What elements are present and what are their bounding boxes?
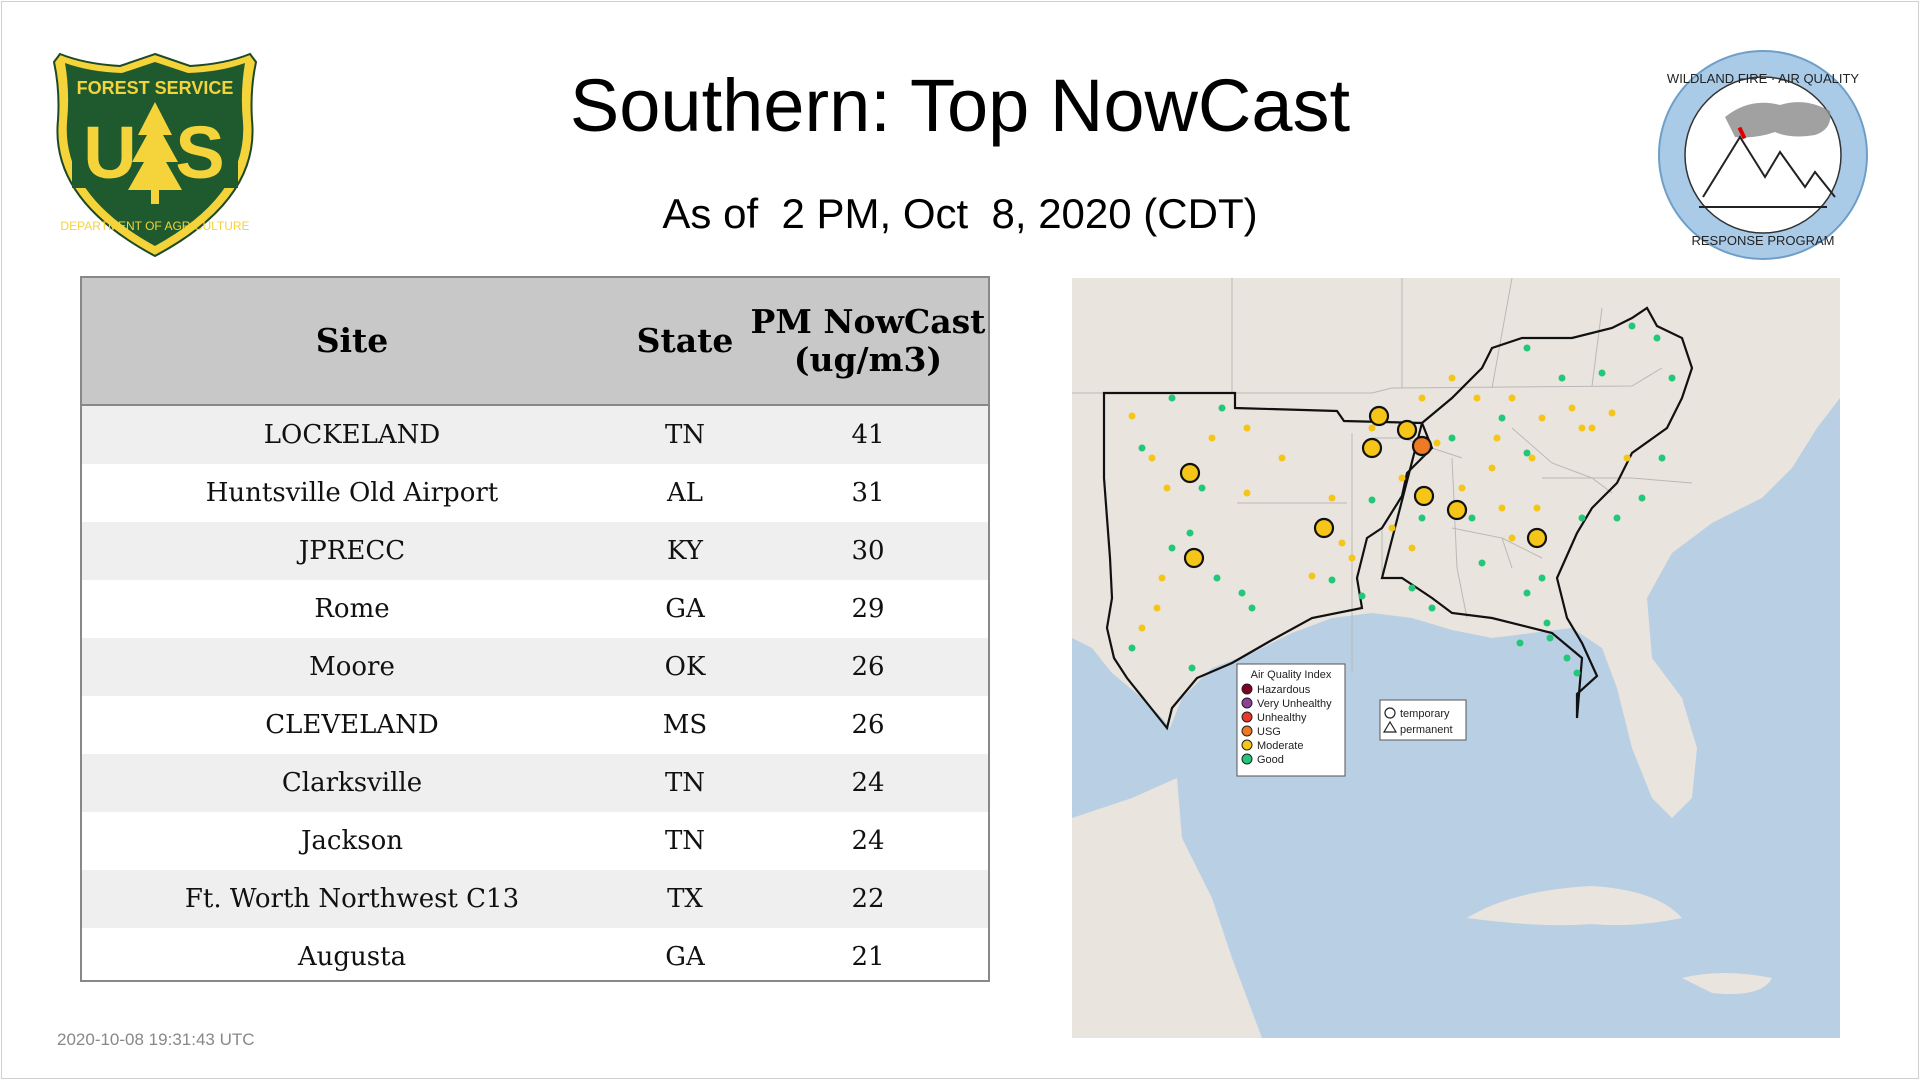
state-borders [1072, 278, 1693, 673]
cell-state: TN [622, 405, 748, 464]
shape-legend: temporary permanent [1379, 699, 1467, 741]
column-header-state: State [622, 278, 748, 406]
legend-label: USG [1257, 726, 1281, 738]
cell-site: Huntsville Old Airport [82, 464, 622, 522]
forest-service-logo: FOREST SERVICE U S DEPARTMENT OF AGRICUL… [52, 52, 258, 258]
cell-value: 21 [748, 928, 988, 980]
wildland-fire-logo: WILDLAND FIRE · AIR QUALITY RESPONSE PRO… [1658, 50, 1868, 260]
table-row: Augusta GA 21 [82, 928, 988, 980]
svg-text:S: S [175, 111, 224, 194]
moderate-sites [1128, 374, 1631, 632]
good-sites [1128, 322, 1676, 677]
wildland-fire-bottom-text: RESPONSE PROGRAM [1691, 233, 1834, 248]
cell-site: Rome [82, 580, 622, 638]
temporary-label: temporary [1400, 708, 1450, 720]
table-row: Jackson TN 24 [82, 812, 988, 870]
svg-text:U: U [83, 111, 136, 194]
cell-value: 26 [748, 638, 988, 696]
legend-label: Good [1257, 754, 1284, 766]
table-row: Huntsville Old Airport AL 31 [82, 464, 988, 522]
legend-swatch [1241, 683, 1253, 695]
cell-state: KY [622, 522, 748, 580]
region-outline-west [1102, 391, 1434, 731]
legend-label: Moderate [1257, 740, 1303, 752]
cell-site: LOCKELAND [82, 405, 622, 464]
table-header-row: Site State PM NowCast (ug/m3) [82, 278, 988, 406]
legend-swatch [1241, 753, 1253, 765]
cell-site: CLEVELAND [82, 696, 622, 754]
page-subtitle: As of 2 PM, Oct 8, 2020 (CDT) [662, 190, 1258, 237]
air-quality-map: Air Quality Index Hazardous Very Unhealth… [1072, 278, 1840, 1038]
cell-value: 29 [748, 580, 988, 638]
column-header-site: Site [82, 278, 622, 406]
cell-state: TX [622, 870, 748, 928]
region-outline-east [1380, 306, 1694, 719]
timestamp: 2020-10-08 19:31:43 UTC [57, 1030, 255, 1049]
forest-service-bottom-text: DEPARTMENT OF AGRICULTURE [60, 219, 249, 233]
legend-swatch [1241, 725, 1253, 737]
cell-state: GA [622, 928, 748, 980]
cell-value: 26 [748, 696, 988, 754]
legend-label: Very Unhealthy [1257, 698, 1332, 710]
cell-state: TN [622, 812, 748, 870]
legend-swatch [1241, 697, 1253, 709]
cell-site: JPRECC [82, 522, 622, 580]
cell-site: Clarksville [82, 754, 622, 812]
forest-service-top-text: FOREST SERVICE [77, 78, 234, 98]
legend-title: Air Quality Index [1251, 669, 1332, 681]
cell-site: Ft. Worth Northwest C13 [82, 870, 622, 928]
wildland-fire-top-text: WILDLAND FIRE · AIR QUALITY [1667, 71, 1859, 86]
cell-state: AL [622, 464, 748, 522]
cell-state: TN [622, 754, 748, 812]
circle-shape-icon [1384, 707, 1396, 719]
cell-site: Augusta [82, 928, 622, 980]
table-row: JPRECC KY 30 [82, 522, 988, 580]
cell-value: 31 [748, 464, 988, 522]
legend-label: Unhealthy [1257, 712, 1307, 724]
legend-swatch [1241, 711, 1253, 723]
cell-value: 22 [748, 870, 988, 928]
aqi-legend: Air Quality Index Hazardous Very Unhealth… [1236, 663, 1346, 777]
table-row: Moore OK 26 [82, 638, 988, 696]
legend-label: Hazardous [1257, 684, 1311, 696]
cell-value: 30 [748, 522, 988, 580]
permanent-label: permanent [1400, 724, 1453, 736]
table-row: Ft. Worth Northwest C13 TX 22 [82, 870, 988, 928]
column-header-nowcast: PM NowCast (ug/m3) [748, 278, 988, 406]
triangle-shape-icon [1382, 720, 1398, 733]
cell-site: Jackson [82, 812, 622, 870]
table-row: LOCKELAND TN 41 [82, 405, 988, 464]
cell-site: Moore [82, 638, 622, 696]
cell-state: GA [622, 580, 748, 638]
cell-value: 41 [748, 405, 988, 464]
page-title: Southern: Top NowCast [569, 64, 1351, 147]
cell-value: 24 [748, 754, 988, 812]
table-row: Rome GA 29 [82, 580, 988, 638]
table-row: Clarksville TN 24 [82, 754, 988, 812]
cell-state: MS [622, 696, 748, 754]
cell-value: 24 [748, 812, 988, 870]
legend-swatch [1241, 739, 1253, 751]
cell-state: OK [622, 638, 748, 696]
nowcast-table: Site State PM NowCast (ug/m3) LOCKELAND T… [80, 276, 990, 982]
table-row: CLEVELAND MS 26 [82, 696, 988, 754]
temporary-monitor-sites [1179, 405, 1548, 569]
pine-tree-icon [128, 102, 182, 204]
